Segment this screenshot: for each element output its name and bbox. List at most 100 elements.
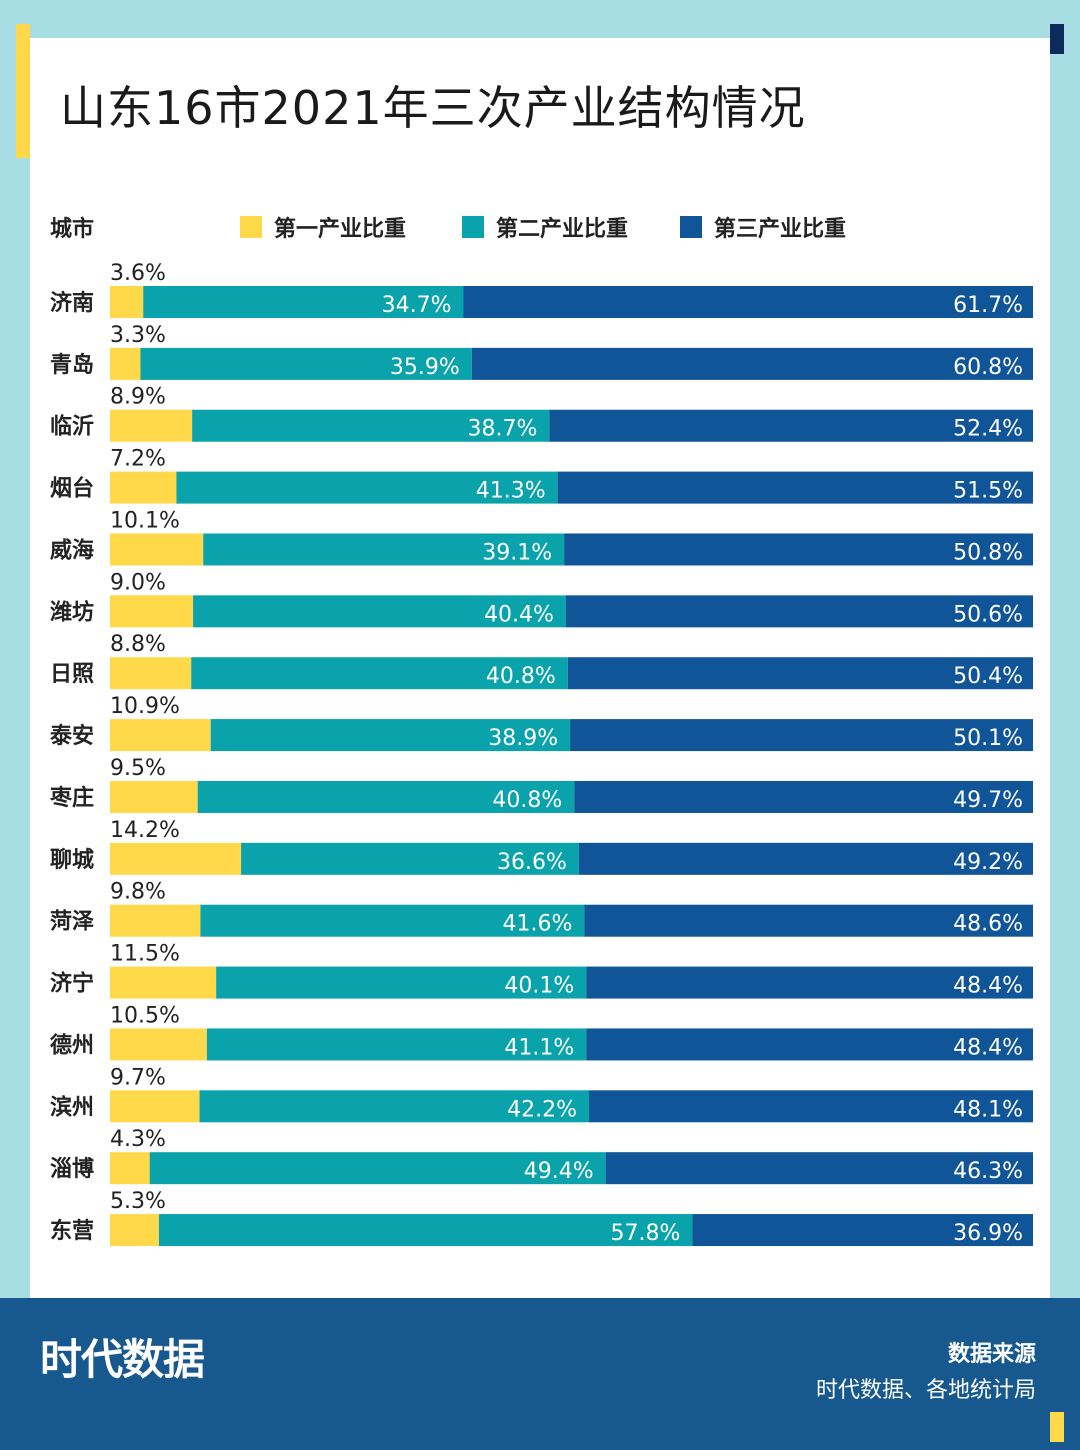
bar-segment-3 [605, 1152, 1033, 1185]
data-label-tertiary: 51.5% [953, 479, 1023, 504]
bar-segment-2 [158, 1214, 693, 1247]
data-label-tertiary: 61.7% [953, 293, 1023, 318]
data-label-primary: 5.3% [110, 1189, 166, 1214]
data-label-tertiary: 60.8% [953, 355, 1023, 380]
bar-segment-2 [199, 1090, 590, 1123]
data-label-tertiary: 48.4% [953, 1035, 1023, 1060]
data-label-primary: 10.1% [110, 508, 180, 533]
bar-segment-3 [578, 842, 1033, 875]
city-label: 烟台 [50, 476, 94, 502]
city-label: 潍坊 [50, 599, 94, 625]
city-axis-label: 城市 [50, 217, 95, 242]
bar-segment-1 [110, 842, 242, 875]
bar-segment-3 [557, 471, 1033, 504]
data-label-tertiary: 49.7% [953, 788, 1023, 813]
city-label: 滨州 [50, 1094, 94, 1120]
bar-segment-2 [193, 595, 566, 628]
bar-segment-1 [110, 1028, 207, 1061]
city-label: 青岛 [50, 352, 94, 378]
bar-segment-3 [463, 286, 1033, 318]
data-label-tertiary: 49.2% [953, 850, 1023, 875]
bar-segment-3 [471, 347, 1033, 380]
bar-segment-3 [565, 595, 1033, 628]
data-label-primary: 14.2% [110, 818, 180, 843]
legend-label-secondary: 第二产业比重 [496, 217, 629, 242]
data-label-tertiary: 48.6% [953, 912, 1023, 937]
bar-segment-2 [140, 347, 472, 380]
legend-swatch-secondary [462, 216, 484, 238]
bar-segment-1 [110, 347, 141, 380]
source-text: 时代数据、各地统计局 [815, 1378, 1036, 1403]
bar-segment-3 [692, 1214, 1033, 1247]
city-label: 菏泽 [50, 910, 94, 935]
data-label-secondary: 57.8% [611, 1221, 681, 1246]
legend-label-primary: 第一产业比重 [274, 217, 407, 242]
bar-segment-2 [203, 533, 565, 566]
bar-segment-2 [192, 409, 550, 442]
city-label: 济南 [50, 290, 94, 316]
bar-segment-2 [206, 1028, 587, 1061]
city-label: 威海 [50, 537, 94, 563]
data-label-secondary: 35.9% [390, 355, 460, 380]
bar-segment-1 [110, 595, 194, 628]
data-label-secondary: 36.6% [497, 850, 567, 875]
bar-segment-1 [110, 1214, 159, 1247]
city-label: 泰安 [49, 723, 94, 749]
data-label-primary: 3.3% [110, 323, 166, 348]
data-label-secondary: 39.1% [482, 540, 552, 565]
data-label-tertiary: 52.4% [953, 417, 1023, 442]
bar-segment-1 [110, 1152, 150, 1185]
legend-swatch-primary [240, 216, 262, 238]
bar-segment-1 [110, 533, 204, 566]
data-label-secondary: 38.7% [467, 417, 537, 442]
bar-segment-1 [110, 409, 193, 442]
data-label-secondary: 42.2% [507, 1097, 577, 1122]
city-label: 临沂 [50, 414, 94, 440]
data-label-primary: 9.5% [110, 756, 166, 781]
legend-header: 城市 第一产业比重 第二产业比重 第三产业比重 [0, 205, 1080, 245]
footer-band [0, 1298, 1080, 1450]
city-label: 东营 [50, 1218, 94, 1244]
source-title: 数据来源 [947, 1342, 1036, 1367]
bar-segment-3 [570, 719, 1033, 752]
bar-segment-1 [110, 471, 177, 504]
data-label-primary: 10.9% [110, 694, 180, 719]
bar-segment-1 [110, 286, 144, 318]
legend-item-tertiary: 第三产业比重 [680, 211, 846, 243]
bar-segment-1 [110, 780, 198, 813]
city-label: 淄博 [50, 1156, 94, 1182]
legend-item-primary: 第一产业比重 [240, 211, 406, 243]
data-label-primary: 9.8% [110, 880, 166, 905]
bar-segment-2 [197, 780, 575, 813]
legend-item-secondary: 第二产业比重 [462, 211, 628, 243]
accent-bar-yellow-bottom [1050, 1412, 1064, 1442]
data-label-tertiary: 50.8% [953, 540, 1023, 565]
city-label: 聊城 [50, 847, 94, 873]
bar-segment-2 [149, 1152, 606, 1185]
data-label-secondary: 34.7% [382, 293, 452, 318]
data-label-tertiary: 36.9% [953, 1221, 1023, 1246]
data-label-secondary: 38.9% [488, 726, 558, 751]
bar-segment-2 [176, 471, 558, 504]
data-label-secondary: 40.8% [486, 664, 556, 689]
data-label-primary: 8.8% [110, 632, 166, 657]
bar-segment-3 [584, 904, 1033, 937]
data-label-tertiary: 48.4% [953, 974, 1023, 999]
data-label-secondary: 41.6% [503, 912, 573, 937]
city-label: 德州 [50, 1032, 94, 1058]
data-label-tertiary: 50.6% [953, 602, 1023, 627]
data-label-tertiary: 50.1% [953, 726, 1023, 751]
city-label: 济宁 [50, 971, 94, 997]
legend-label-tertiary: 第三产业比重 [714, 217, 847, 242]
data-label-primary: 9.0% [110, 570, 166, 595]
bar-segment-1 [110, 904, 201, 937]
bar-segment-2 [210, 719, 571, 752]
data-label-secondary: 40.1% [504, 974, 574, 999]
bar-segment-1 [110, 657, 192, 690]
bar-segment-1 [110, 719, 211, 752]
bar-segment-1 [110, 966, 217, 999]
data-label-primary: 3.6% [110, 261, 166, 286]
bar-segment-3 [549, 409, 1033, 442]
data-label-tertiary: 48.1% [953, 1097, 1023, 1122]
